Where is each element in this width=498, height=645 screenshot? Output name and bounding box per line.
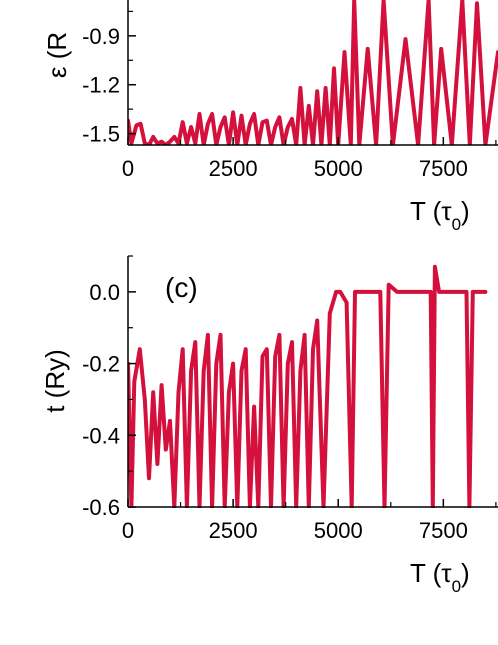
series-line-top <box>128 0 498 145</box>
c-x-axis-label: T (τ0) <box>410 558 470 596</box>
y-tick-label: 0.0 <box>89 280 120 305</box>
x-tick-label: 7500 <box>419 518 468 543</box>
y-tick-label: -0.9 <box>82 24 120 49</box>
y-tick-label: -1.5 <box>82 122 120 147</box>
chart-panel-c: 0 2500 5000 7500-0.6-0.4-0.20.0 (c) t (Ry) … <box>40 255 498 596</box>
y-tick-label: -0.4 <box>82 423 120 448</box>
panel-label-c: (c) <box>165 272 198 303</box>
c-y-axis-label: t (Ry) <box>40 349 70 413</box>
x-tick-label: 0 <box>122 156 134 181</box>
x-tick-label: 0 <box>122 518 134 543</box>
x-tick-label: 2500 <box>209 518 258 543</box>
x-tick-label: 5000 <box>314 156 363 181</box>
y-tick-label: -0.2 <box>82 352 120 377</box>
x-tick-label: 2500 <box>209 156 258 181</box>
chart-top-panel: 0 2500 5000 7500 -1.5 -1.2 -0.9 ε (R T (τ0) <box>42 0 498 234</box>
y-tick-label: -0.6 <box>82 495 120 520</box>
top-x-axis-label: T (τ0) <box>410 196 470 234</box>
series-line-c <box>128 264 488 508</box>
x-tick-label: 7500 <box>419 156 468 181</box>
top-y-axis-label: ε (R <box>42 32 72 78</box>
x-tick-label: 5000 <box>314 518 363 543</box>
y-tick-label: -1.2 <box>82 73 120 98</box>
